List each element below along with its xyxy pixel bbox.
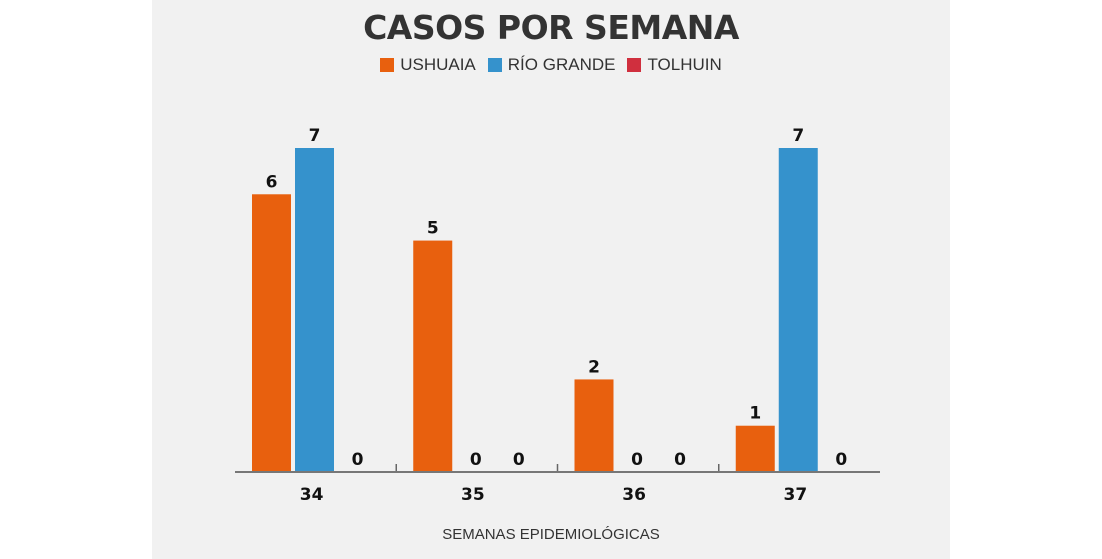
legend-item-rio-grande: RÍO GRANDE	[487, 55, 616, 75]
legend-swatch	[380, 58, 395, 72]
data-label: 5	[427, 219, 439, 239]
legend-label: RÍO GRANDE	[507, 55, 616, 74]
data-label: 7	[309, 126, 321, 146]
data-label: 0	[352, 450, 364, 470]
x-axis-title: SEMANAS EPIDEMIOLÓGICAS	[442, 526, 660, 543]
bar-ushuaia	[252, 194, 291, 473]
legend-item-ushuaia: USHUAIA	[380, 55, 476, 75]
bar-ushuaia	[735, 425, 775, 472]
x-tick-label: 34	[300, 485, 324, 505]
chart-title: CASOS POR SEMANA	[363, 8, 739, 47]
legend: USHUAIA RÍO GRANDE TOLHUIN	[0, 55, 1102, 75]
data-label: 0	[513, 450, 525, 470]
data-label: 7	[792, 126, 804, 146]
bar-r-o-grande	[295, 148, 334, 472]
bar-r-o-grande	[778, 148, 818, 472]
data-label: 2	[588, 357, 600, 377]
data-label: 6	[266, 172, 278, 192]
legend-label: TOLHUIN	[647, 55, 722, 74]
legend-item-tolhuin: TOLHUIN	[627, 55, 722, 75]
data-label: 1	[749, 404, 761, 424]
legend-swatch	[487, 58, 502, 72]
legend-swatch	[627, 58, 642, 72]
x-tick-label: 37	[784, 485, 808, 505]
data-label: 0	[631, 450, 643, 470]
data-label: 0	[835, 450, 847, 470]
data-label: 0	[674, 450, 686, 470]
bar-ushuaia	[574, 379, 614, 472]
legend-label: USHUAIA	[400, 55, 476, 74]
data-label: 0	[470, 450, 482, 470]
x-tick-label: 35	[461, 485, 485, 505]
bar-ushuaia	[413, 240, 453, 472]
x-tick-label: 36	[622, 485, 646, 505]
